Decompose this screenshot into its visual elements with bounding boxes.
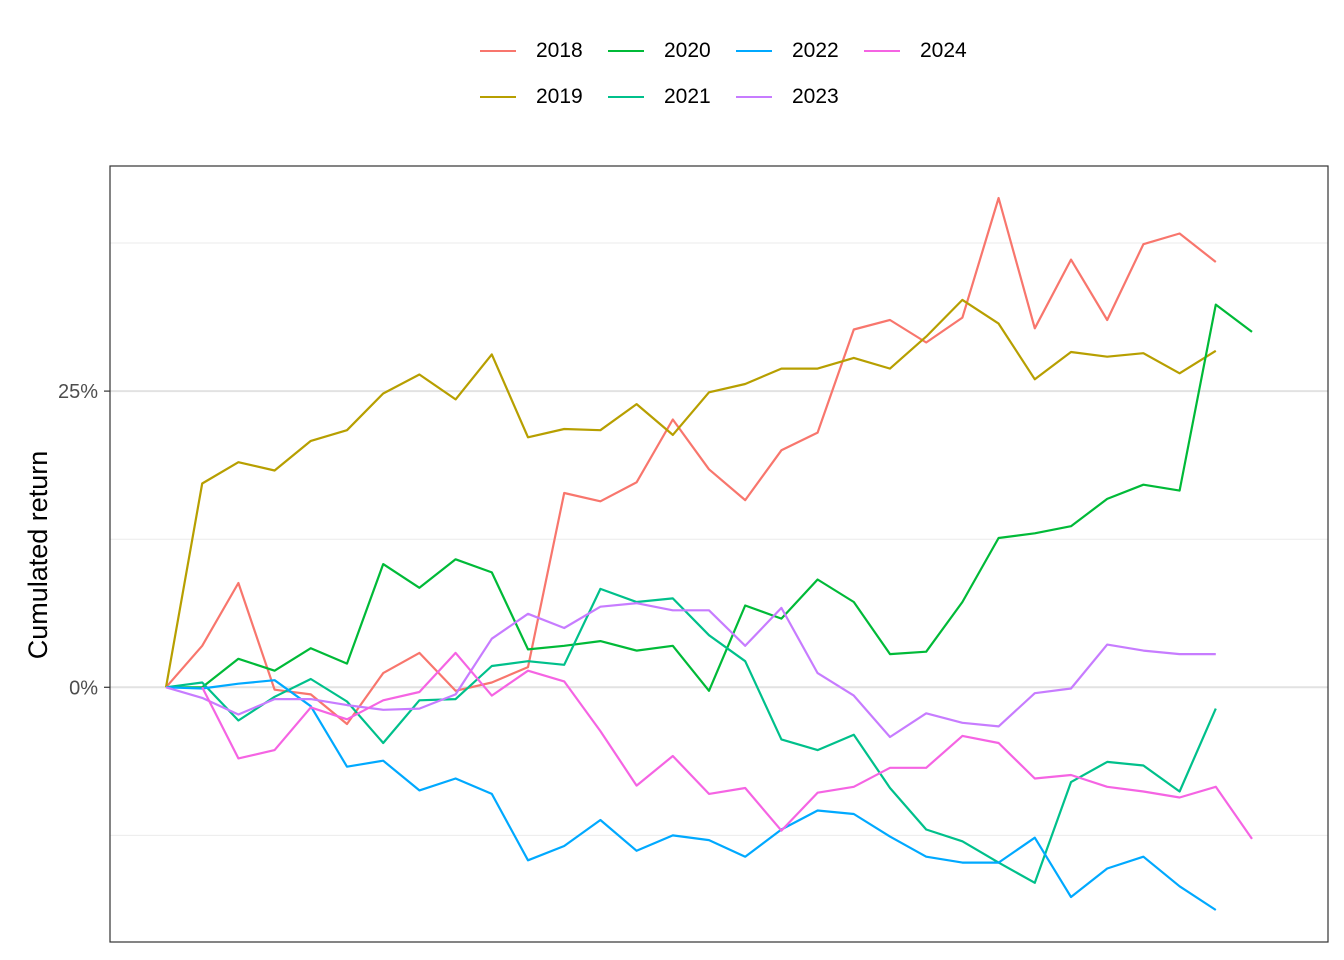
series-line-2022 — [165, 679, 1217, 911]
legend-swatch — [608, 50, 644, 52]
legend-item-2021: 2021 — [608, 82, 711, 112]
legend-item-2022: 2022 — [736, 36, 839, 66]
legend-label: 2019 — [536, 85, 583, 108]
tick-layer: 0% 25% — [58, 381, 110, 699]
grid-layer — [110, 242, 1328, 836]
legend-label: 2018 — [536, 39, 583, 62]
legend-item-2019: 2019 — [480, 82, 583, 112]
series-line-2024 — [201, 651, 1253, 840]
series-layer — [164, 196, 1253, 911]
y-axis-title: Cumulated return — [23, 451, 53, 660]
legend-swatch — [864, 50, 900, 52]
y-tick-label: 25% — [58, 381, 98, 403]
legend-item-2018: 2018 — [480, 36, 583, 66]
legend-label: 2021 — [664, 85, 711, 108]
y-tick-label: 0% — [69, 677, 98, 699]
legend-label: 2020 — [664, 39, 711, 62]
series-line-2021 — [165, 587, 1217, 884]
legend-swatch — [480, 96, 516, 98]
legend-swatch — [736, 96, 772, 98]
legend-item-2024: 2024 — [864, 36, 967, 66]
plot-frame — [109, 165, 1329, 943]
series-line-2018 — [165, 196, 1217, 726]
legend-swatch — [480, 50, 516, 52]
legend-swatch — [608, 96, 644, 98]
legend: 2018 2019 2020 2021 2022 2023 2024 — [480, 36, 1000, 126]
legend-swatch — [736, 50, 772, 52]
legend-label: 2024 — [920, 39, 967, 62]
legend-item-2023: 2023 — [736, 82, 839, 112]
series-line-2023 — [165, 602, 1216, 739]
legend-label: 2022 — [792, 39, 839, 62]
series-line-2019 — [164, 298, 1217, 688]
legend-item-2020: 2020 — [608, 36, 711, 66]
series-line-2020 — [166, 303, 1253, 692]
legend-label: 2023 — [792, 85, 839, 108]
